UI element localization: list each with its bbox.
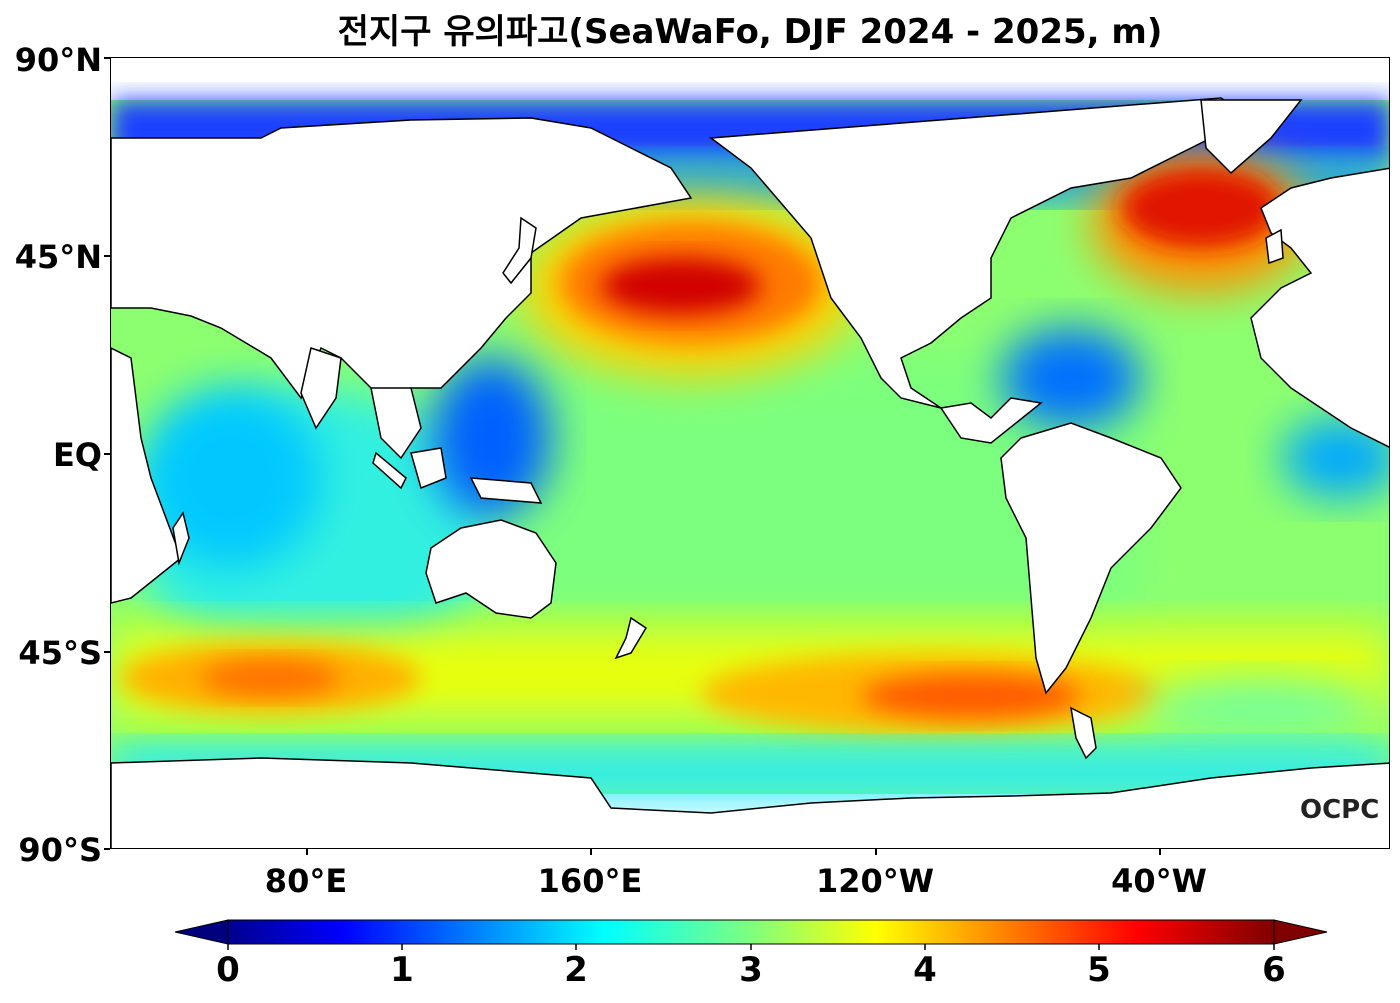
map-title: 전지구 유의파고(SeaWaFo, DJF 2024 - 2025, m) [337,12,1163,52]
ytick-label-90s: 90°S [18,831,102,869]
colorbar-extend-min [174,919,229,945]
xtick-mark-80e [306,849,308,855]
colorbar-bar [227,919,1275,945]
xtick-label-120w: 120°W [815,862,935,900]
ytick-mark-90n [104,57,110,59]
new-zealand [614,616,648,660]
ytick-mark-45n [104,255,110,257]
antarctica [111,757,1389,848]
ytick-label-eq: EQ [52,436,102,474]
india [300,347,342,430]
colorbar-tick-4: 4 [913,950,937,990]
colorbar-tick-1: 1 [390,950,414,990]
madagascar [172,511,190,566]
africa-east [111,347,182,604]
borneo [410,447,447,490]
xtick-mark-40w [1159,849,1161,855]
wave-height-map [111,97,1389,848]
north-america [708,97,1253,409]
ytick-mark-90s [104,848,110,850]
ytick-label-90n: 90°N [14,41,102,79]
colorbar-extend-max [1273,919,1328,945]
ocpc-logo: OCPC [1300,795,1380,825]
eurasia-africa-west [111,117,693,430]
great-britain [1265,228,1284,265]
sumatra [372,451,407,490]
southeast-asia [370,387,422,460]
ytick-label-45s: 45°S [18,634,102,672]
xtick-label-160e: 160°E [537,862,643,900]
colorbar-tick-6: 6 [1262,950,1286,990]
ytick-mark-eq [104,453,110,455]
colorbar-tick-0: 0 [216,950,240,990]
xtick-label-80e: 80°E [264,862,348,900]
europe-africa-east [1250,167,1389,448]
south-america [1000,422,1182,695]
new-guinea [469,477,543,504]
map-frame [110,57,1390,849]
antarctic-peninsula [1070,706,1097,760]
xtick-label-40w: 40°W [1111,862,1207,900]
australia [425,519,557,619]
greenland [1200,99,1303,175]
colorbar-tick-5: 5 [1087,950,1111,990]
central-america [939,397,1043,444]
colorbar-tick-2: 2 [564,950,588,990]
japan [502,216,537,285]
ytick-label-45n: 45°N [14,238,102,276]
xtick-mark-160e [590,849,592,855]
colorbar-tick-3: 3 [739,950,763,990]
land-masses [111,97,1389,848]
xtick-mark-120w [875,849,877,855]
ytick-mark-45s [104,651,110,653]
